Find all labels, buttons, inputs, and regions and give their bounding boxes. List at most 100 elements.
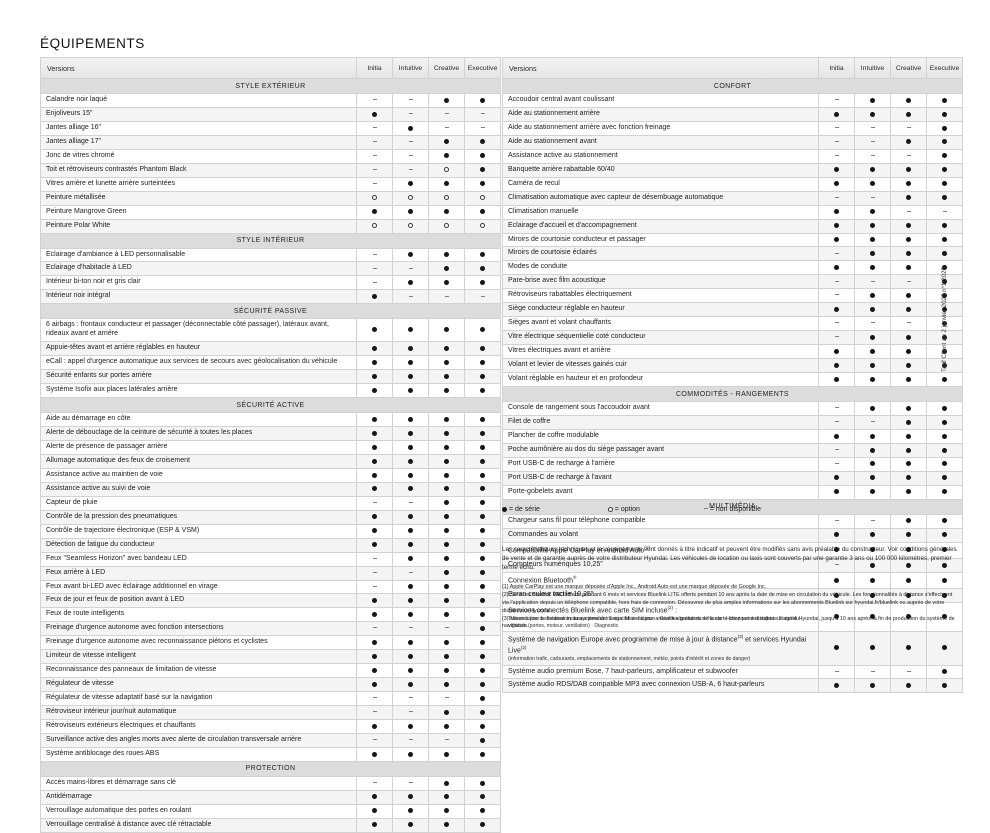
filled-circle-icon	[870, 292, 875, 298]
availability-cell	[392, 481, 429, 497]
availability-cell	[392, 495, 429, 511]
availability-cell	[428, 537, 465, 553]
table-row: Peinture Polar White	[40, 218, 501, 234]
availability-cell	[464, 412, 501, 428]
filled-circle-icon	[906, 461, 911, 467]
table-row: Assistance active au suivi de voie	[40, 481, 501, 497]
filled-circle-icon	[870, 306, 875, 312]
availability-cell	[464, 677, 501, 693]
dash-icon	[372, 557, 377, 559]
availability-cell	[890, 630, 927, 666]
filled-circle-icon	[444, 416, 449, 422]
feature-label: Peinture Polar White	[40, 218, 357, 234]
filled-circle-icon	[906, 562, 911, 568]
availability-cell	[464, 495, 501, 511]
feature-label: Calandre noir laqué	[40, 93, 357, 108]
dash-icon	[834, 462, 839, 464]
availability-cell	[392, 355, 429, 371]
availability-cell	[926, 513, 963, 529]
filled-circle-icon	[444, 209, 449, 215]
availability-cell	[356, 663, 393, 679]
filled-circle-icon	[372, 345, 377, 351]
filled-circle-icon	[906, 645, 911, 651]
availability-cell	[356, 355, 393, 371]
filled-circle-icon	[480, 808, 485, 814]
filled-circle-icon	[372, 458, 377, 464]
availability-cell	[464, 369, 501, 385]
availability-cell	[890, 513, 927, 529]
availability-cell	[818, 176, 855, 192]
filled-circle-icon	[942, 669, 947, 675]
filled-circle-icon	[906, 518, 911, 524]
feature-label: Freinage d'urgence autonome avec fonctio…	[40, 621, 357, 637]
filled-circle-icon	[408, 653, 413, 659]
filled-circle-icon	[480, 625, 485, 631]
availability-cell	[926, 414, 963, 430]
dash-icon	[834, 154, 839, 156]
feature-label: eCall : appel d'urgence automatique aux …	[40, 355, 357, 371]
open-circle-icon	[444, 195, 449, 201]
filled-circle-icon	[480, 359, 485, 365]
filled-circle-icon	[444, 723, 449, 729]
feature-sublabel: Transmission de destination au système d…	[508, 616, 799, 629]
table-row: Miroirs de courtoisie éclairés	[502, 246, 963, 262]
filled-circle-icon	[480, 486, 485, 492]
filled-circle-icon	[372, 327, 377, 333]
availability-cell	[854, 344, 891, 360]
feature-label: Vitres arrière et lunette arrière surtei…	[40, 176, 357, 192]
table-row: Climatisation manuelle	[502, 204, 963, 220]
availability-cell	[428, 607, 465, 623]
filled-circle-icon	[480, 139, 485, 145]
table-row: Port USB-C de recharge à l'arrière	[502, 456, 963, 472]
availability-cell	[392, 439, 429, 455]
availability-cell	[464, 621, 501, 637]
feature-label: Sécurité enfants sur portes arrière	[40, 369, 357, 385]
filled-circle-icon	[942, 547, 947, 553]
table-row: Vitres électriques avant et arrière	[502, 344, 963, 360]
feature-label: Connexion Bluetooth®	[502, 571, 819, 590]
filled-circle-icon	[372, 598, 377, 604]
open-circle-icon	[480, 223, 485, 229]
availability-cell	[392, 621, 429, 637]
filled-circle-icon	[834, 265, 839, 271]
dash-icon	[372, 697, 377, 699]
availability-cell	[428, 355, 465, 371]
filled-circle-icon	[408, 181, 413, 187]
availability-cell	[356, 481, 393, 497]
filled-circle-icon	[480, 458, 485, 464]
filled-circle-icon	[870, 489, 875, 495]
table-row: Allumage automatique des feux de croisem…	[40, 453, 501, 469]
table-row: 6 airbags : frontaux conducteur et passa…	[40, 318, 501, 343]
availability-cell	[428, 551, 465, 567]
availability-cell	[392, 817, 429, 833]
availability-cell	[818, 442, 855, 458]
feature-label: Miroirs de courtoisie éclairés	[502, 246, 819, 262]
filled-circle-icon	[408, 458, 413, 464]
availability-cell	[926, 630, 963, 666]
filled-circle-icon	[372, 359, 377, 365]
filled-circle-icon	[372, 723, 377, 729]
availability-cell	[926, 120, 963, 136]
feature-label: Feux de route intelligents	[40, 607, 357, 623]
filled-circle-icon	[870, 111, 875, 117]
dash-icon	[372, 140, 377, 142]
filled-circle-icon	[870, 475, 875, 481]
feature-label: Plancher de coffre modulable	[502, 428, 819, 444]
availability-cell	[428, 204, 465, 220]
filled-circle-icon	[444, 570, 449, 576]
filled-circle-icon	[942, 475, 947, 481]
dash-icon	[834, 449, 839, 450]
availability-cell	[464, 789, 501, 805]
availability-cell	[818, 664, 855, 680]
availability-cell	[428, 453, 465, 469]
availability-cell	[356, 218, 393, 234]
availability-cell	[356, 467, 393, 483]
filled-circle-icon	[372, 808, 377, 814]
availability-cell	[818, 162, 855, 178]
feature-label: Capteur de pluie	[40, 495, 357, 511]
filled-circle-icon	[444, 653, 449, 659]
availability-cell	[890, 274, 927, 290]
table-header-row: Versions Initia Intuitive Creative Execu…	[40, 57, 501, 79]
feature-label: Compatibilité Apple CarPlay et Android A…	[502, 541, 819, 559]
availability-cell	[428, 565, 465, 581]
